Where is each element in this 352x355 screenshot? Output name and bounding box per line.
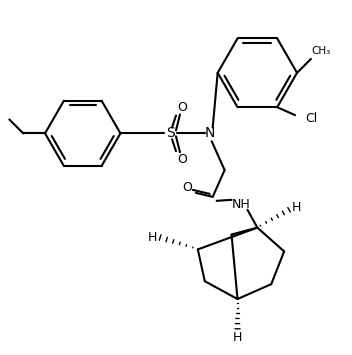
Text: O: O [177,153,187,166]
Text: O: O [177,101,187,114]
Text: H: H [291,201,301,214]
Text: Cl: Cl [305,111,317,125]
Text: H: H [233,331,242,344]
Text: NH: NH [232,198,251,211]
Text: S: S [166,126,175,140]
Text: O: O [182,181,192,195]
Text: CH₃: CH₃ [311,46,330,56]
Text: N: N [205,126,215,140]
Text: H: H [147,231,157,244]
